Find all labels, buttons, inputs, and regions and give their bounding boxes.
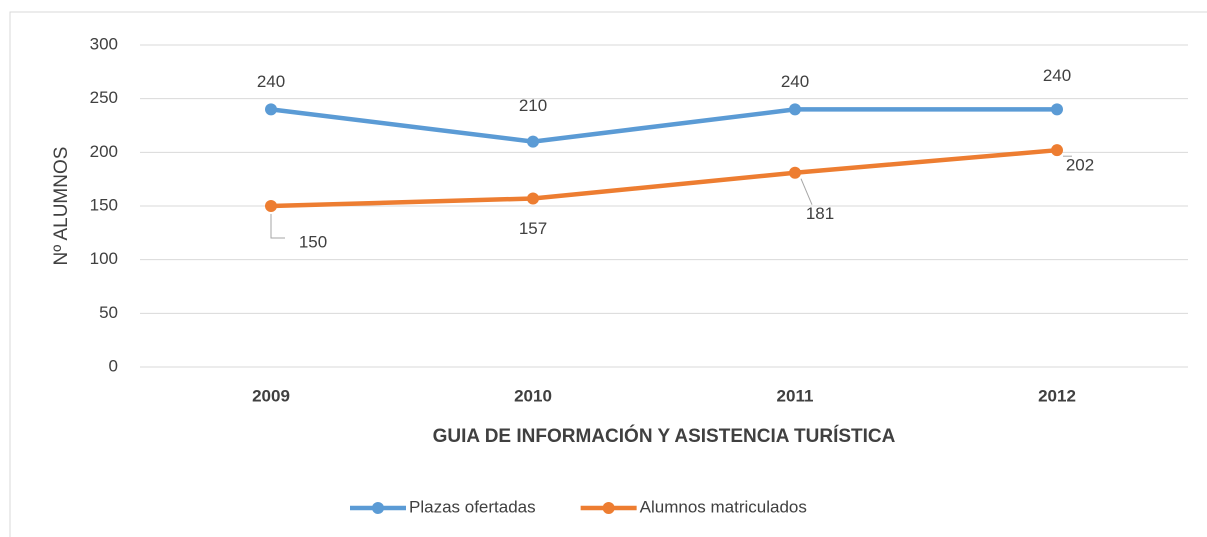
x-tick-label: 2012 (1038, 386, 1076, 405)
data-label: 181 (806, 204, 834, 223)
x-axis-title: GUIA DE INFORMACIÓN Y ASISTENCIA TURÍSTI… (433, 425, 896, 447)
y-tick-label: 50 (99, 303, 118, 322)
y-axis-title: Nº ALUMNOS (51, 147, 72, 266)
data-label: 240 (781, 72, 809, 91)
data-point (527, 135, 539, 148)
data-point (265, 103, 277, 116)
legend-label: Plazas ofertadas (409, 497, 536, 516)
data-label: 240 (1043, 66, 1071, 85)
legend-marker (602, 502, 615, 514)
series-line (270, 147, 1058, 209)
y-tick-label: 200 (90, 142, 118, 161)
leader-line (270, 214, 285, 239)
y-tick-label: 150 (90, 195, 118, 214)
data-point (1051, 144, 1063, 157)
y-tick-label: 300 (90, 34, 118, 53)
legend-label: Alumnos matriculados (640, 497, 807, 516)
x-tick-label: 2010 (514, 386, 552, 405)
data-point (527, 192, 539, 205)
y-tick-label: 100 (90, 249, 118, 268)
legend-marker (372, 502, 384, 514)
data-point (265, 200, 277, 212)
leader-line (800, 178, 813, 205)
y-tick-label: 0 (109, 356, 118, 375)
data-point (1051, 103, 1063, 116)
x-tick-label: 2009 (252, 386, 290, 405)
x-tick-label: 2011 (777, 386, 814, 405)
data-label: 210 (519, 96, 547, 115)
data-point (789, 103, 801, 116)
data-point (789, 166, 801, 179)
data-label: 202 (1066, 156, 1094, 175)
data-label: 240 (257, 72, 285, 91)
chart-border (9, 11, 1207, 537)
data-label: 150 (299, 232, 327, 251)
series-line (270, 107, 1057, 144)
data-label: 157 (519, 219, 547, 238)
y-tick-label: 250 (90, 88, 118, 107)
